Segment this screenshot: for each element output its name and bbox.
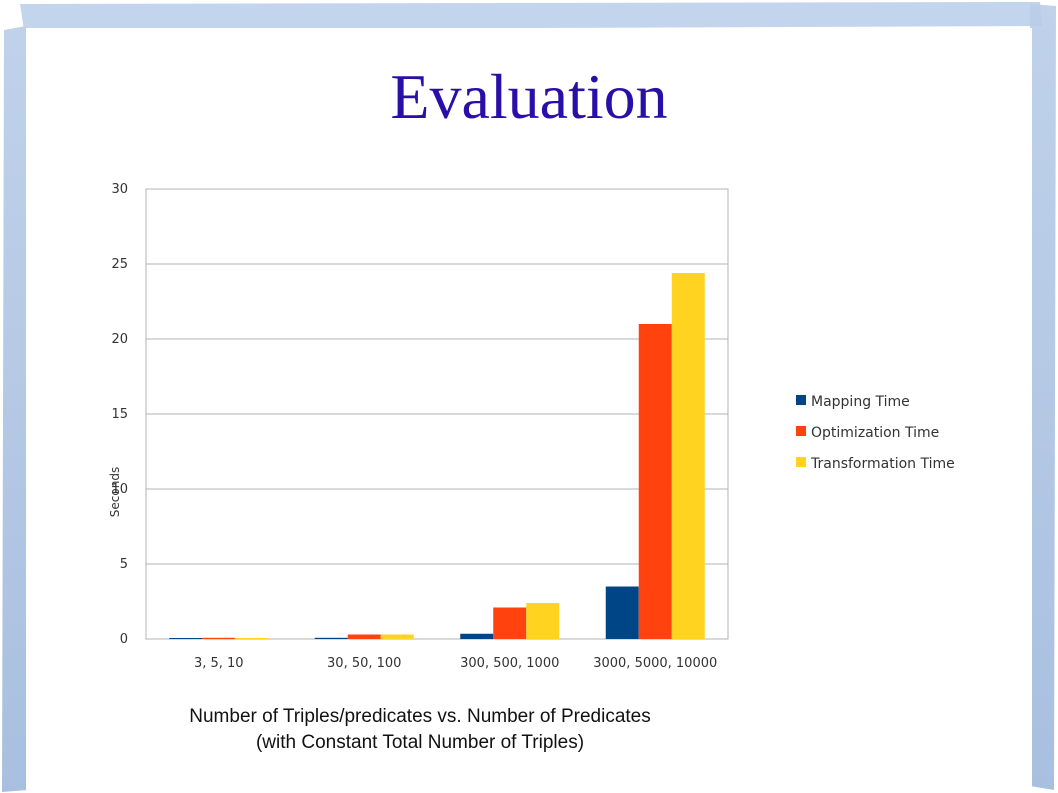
- y-axis-title: Seconds: [108, 467, 122, 517]
- legend-label: Mapping Time: [811, 394, 910, 410]
- y-tick-label: 15: [111, 407, 128, 422]
- labels-layer: 0 5 10 15 20 25 30 Seconds 3, 5, 10 30, 50, 100 30…: [108, 182, 717, 671]
- x-category-label: 30, 50, 100: [327, 656, 401, 671]
- legend-label: Transformation Time: [810, 456, 955, 472]
- slide-title: Evaluation: [390, 61, 668, 132]
- legend-swatch: [796, 395, 806, 405]
- legend: Mapping Time Optimization Time Transformat…: [796, 394, 955, 472]
- y-tick-label: 10: [111, 482, 128, 497]
- x-category-label: 300, 500, 1000: [460, 656, 559, 671]
- bar-mapping-time: [460, 633, 494, 639]
- bar-transformation-time: [235, 638, 269, 639]
- bar-transformation-time: [671, 273, 705, 639]
- bar-mapping-time: [605, 586, 639, 639]
- bar-optimization-time: [493, 607, 527, 639]
- y-tick-label: 0: [120, 632, 128, 647]
- caption-line-2: (with Constant Total Number of Triples): [255, 732, 585, 753]
- legend-swatch: [796, 426, 806, 436]
- legend-swatch: [796, 457, 806, 467]
- chart-caption: Number of Triples/predicates vs. Number …: [90, 704, 750, 756]
- y-tick-label: 25: [111, 257, 128, 272]
- caption-line-1: Number of Triples/predicates vs. Number …: [189, 706, 651, 727]
- bar-optimization-time: [638, 324, 672, 639]
- x-category-label: 3000, 5000, 10000: [593, 656, 717, 671]
- y-tick-label: 20: [111, 332, 128, 347]
- y-tick-label: 30: [111, 182, 128, 197]
- bar-transformation-time: [526, 603, 560, 639]
- x-category-label: 3, 5, 10: [194, 656, 244, 671]
- bar-mapping-time: [169, 638, 203, 639]
- legend-label: Optimization Time: [811, 425, 939, 441]
- bars-layer: [169, 273, 705, 639]
- bar-optimization-time: [202, 637, 236, 639]
- bar-mapping-time: [314, 637, 348, 639]
- bar-transformation-time: [380, 634, 414, 639]
- bar-optimization-time: [347, 634, 381, 639]
- y-tick-label: 5: [120, 557, 128, 572]
